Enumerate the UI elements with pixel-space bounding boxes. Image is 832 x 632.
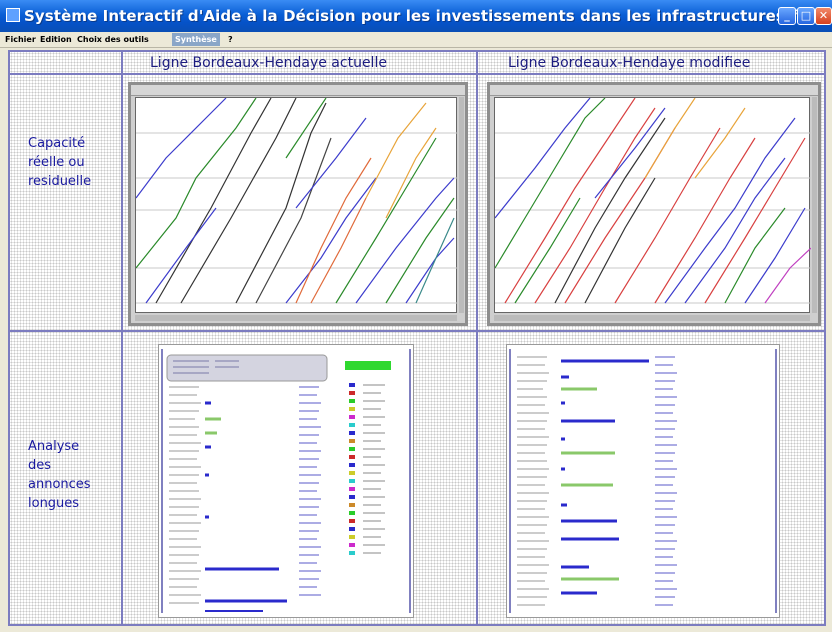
title-bar[interactable]: Système Interactif d'Aide à la Décision …	[0, 0, 832, 32]
grid-divider	[10, 73, 824, 75]
horizontal-scrollbar[interactable]	[135, 315, 457, 321]
close-button[interactable]: ✕	[815, 7, 832, 25]
vertical-scrollbar[interactable]	[459, 97, 464, 313]
timetable-screenshot-modified	[487, 82, 821, 326]
column-header-modified: Ligne Bordeaux-Hendaye modifiee	[508, 55, 751, 71]
document-edge	[775, 349, 777, 613]
document-edge	[509, 349, 511, 613]
app-icon	[6, 8, 20, 22]
menu-edition[interactable]: Edition	[40, 35, 72, 44]
announcement-analysis-current	[158, 344, 414, 618]
grid-divider	[10, 330, 824, 332]
menu-fichier[interactable]: Fichier	[5, 35, 36, 44]
screenshot-toolbar	[131, 85, 465, 96]
horizontal-scrollbar[interactable]	[494, 315, 810, 321]
menu-bar: Fichier Edition Choix des outils Synthès…	[0, 32, 832, 48]
maximize-button[interactable]: □	[797, 7, 815, 25]
row-label-analysis: Analyse des annonces longues	[28, 439, 91, 511]
timetable-graph	[494, 97, 811, 313]
timetable-graph	[135, 97, 458, 313]
minimize-button[interactable]: _	[778, 7, 796, 25]
grid-divider	[121, 52, 123, 624]
synthesis-grid: Ligne Bordeaux-Hendaye actuelle Ligne Bo…	[8, 50, 826, 626]
timetable-screenshot-current	[128, 82, 468, 326]
vertical-scrollbar[interactable]	[812, 97, 817, 313]
document-edge	[409, 349, 411, 613]
window-title: Système Interactif d'Aide à la Décision …	[24, 7, 832, 25]
row-label-capacity: Capacité réelle ou residuelle	[28, 136, 92, 189]
menu-help[interactable]: ?	[228, 35, 233, 44]
menu-synthese[interactable]: Synthèse	[172, 33, 220, 46]
screenshot-toolbar	[490, 85, 818, 96]
announcement-analysis-modified	[506, 344, 780, 618]
column-header-current: Ligne Bordeaux-Hendaye actuelle	[150, 55, 387, 71]
menu-choix-des-outils[interactable]: Choix des outils	[77, 35, 149, 44]
grid-divider	[476, 52, 478, 624]
document-edge	[161, 349, 163, 613]
